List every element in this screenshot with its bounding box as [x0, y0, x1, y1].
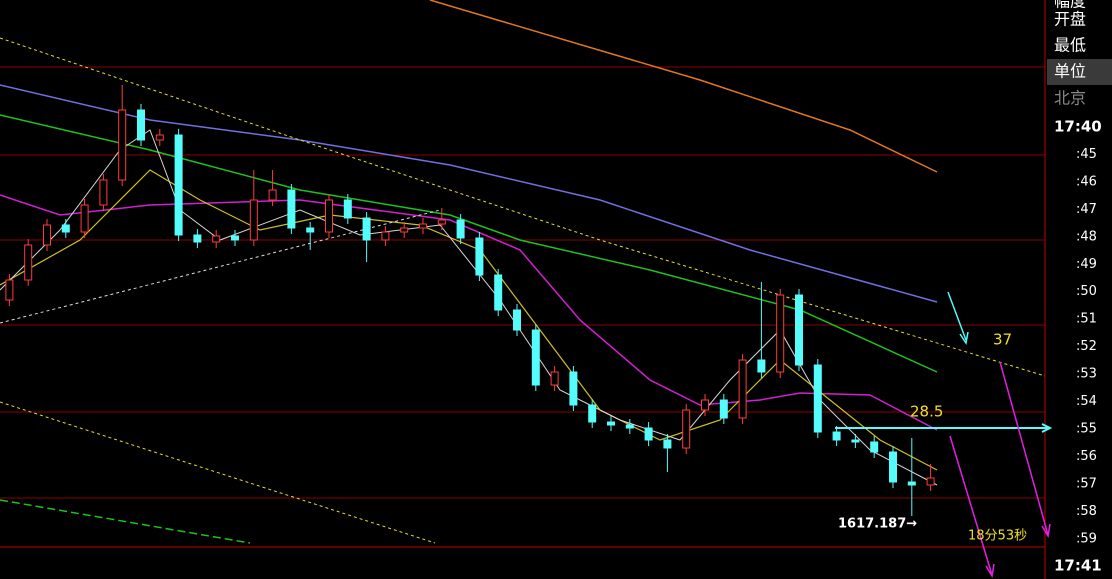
sidebar-label[interactable]: 北京: [1054, 89, 1086, 108]
time-label: :51: [1076, 312, 1097, 327]
overlays: [0, 0, 1053, 579]
candle-body: [870, 441, 879, 453]
candle-body: [400, 227, 409, 233]
candle-body: [701, 399, 709, 411]
arrow: [835, 423, 1053, 433]
candle-body: [757, 359, 766, 373]
time-label: :56: [1076, 449, 1097, 464]
time-label: :54: [1076, 394, 1097, 409]
candle-body: [738, 359, 747, 419]
sidebar: 幅度 开盘 最低 单位 北京: [1047, 0, 1112, 108]
arrow: [949, 435, 995, 579]
candle-body: [926, 477, 935, 486]
candle-body: [325, 199, 333, 233]
candle-body: [550, 371, 559, 386]
time-list: 17:40 :45 :46 :47 :48 :49 :50 :51 :52 :53 :54 :55 :5…: [1054, 118, 1102, 575]
candle-body: [456, 219, 465, 239]
trend-line: [0, 499, 251, 544]
ma-line: [429, 0, 938, 173]
candle-body: [832, 431, 841, 441]
selected-row: [1047, 59, 1112, 85]
time-label: :59: [1076, 531, 1097, 546]
candle-body: [475, 237, 484, 276]
time-label: :48: [1076, 229, 1097, 244]
annotation: 18分53秒: [968, 529, 1027, 544]
trend-line: [0, 401, 436, 544]
candle-body: [268, 189, 277, 201]
time-label: :45: [1076, 147, 1097, 162]
candle-body: [80, 204, 89, 233]
annotation: 28.5: [910, 403, 943, 421]
time-label: :53: [1076, 367, 1097, 382]
candle-body: [43, 224, 51, 246]
time-label: :46: [1076, 174, 1097, 189]
candle-body: [795, 294, 803, 366]
candle-body: [513, 309, 521, 331]
candle-body: [287, 189, 296, 229]
candle-body: [306, 227, 315, 233]
candle-body: [644, 427, 653, 441]
candles: [5, 85, 935, 516]
time-label: :47: [1076, 202, 1097, 217]
sidebar-label[interactable]: 最低: [1054, 36, 1086, 55]
candle-body: [682, 409, 691, 449]
candle-body: [663, 439, 672, 449]
ma-line: [0, 194, 938, 431]
time-label: :52: [1076, 339, 1097, 354]
candle-body: [531, 329, 540, 386]
candle-body: [249, 199, 258, 241]
candle-body: [607, 421, 615, 426]
candle-body: [174, 134, 183, 236]
candle-body: [61, 224, 70, 233]
time-label: 17:41: [1054, 557, 1102, 575]
time-label: :50: [1076, 284, 1097, 299]
candle-body: [776, 294, 785, 373]
candle-body: [889, 451, 897, 483]
candle-body: [719, 399, 728, 419]
ma-line: [0, 84, 938, 303]
arrow: [999, 361, 1051, 539]
annotation: 1617.187→: [838, 517, 917, 532]
candle-body: [137, 109, 145, 141]
sidebar-label[interactable]: 单位: [1054, 62, 1086, 81]
candle-body: [193, 234, 202, 243]
sidebar-label[interactable]: 幅度: [1054, 0, 1086, 11]
candle-body: [569, 371, 578, 406]
time-label: :55: [1076, 421, 1097, 436]
trend-line: [0, 37, 1046, 377]
candle-body: [494, 274, 503, 311]
candle-body: [625, 424, 634, 429]
candle-body: [343, 199, 352, 219]
candle-body: [155, 134, 164, 141]
candle-body: [99, 179, 108, 206]
arrow-head: [959, 331, 969, 345]
annotation: 37: [993, 331, 1012, 349]
candle-body: [588, 404, 597, 423]
candle-body: [5, 279, 14, 301]
candle-body: [24, 244, 33, 281]
candle-body: [362, 217, 371, 241]
arrow: [947, 291, 967, 341]
candle-body: [437, 219, 446, 225]
candle-body: [212, 235, 221, 243]
candle-body: [907, 481, 916, 486]
time-label: :57: [1076, 476, 1097, 491]
candle-body: [231, 235, 239, 241]
candle-body: [381, 231, 390, 241]
time-label: :58: [1076, 504, 1097, 519]
candle-body: [813, 364, 822, 433]
time-label: :49: [1076, 257, 1097, 272]
candle-body: [419, 223, 427, 229]
sidebar-label[interactable]: 开盘: [1054, 10, 1086, 29]
time-label: 17:40: [1054, 118, 1102, 136]
candle-body: [851, 439, 860, 443]
candle-body: [118, 109, 127, 181]
grid-lines: [0, 0, 1046, 579]
